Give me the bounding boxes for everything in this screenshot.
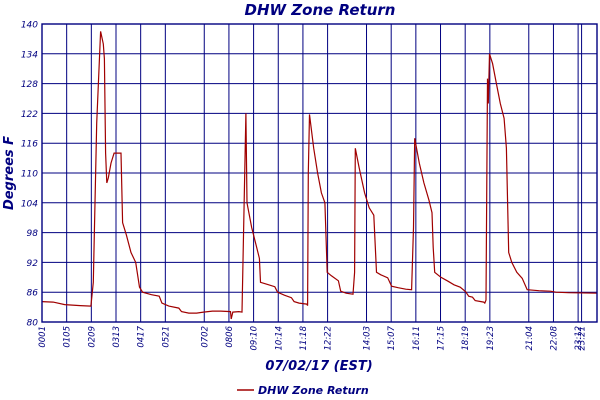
legend: DHW Zone Return	[237, 384, 369, 397]
y-tick-label: 140	[21, 21, 38, 31]
chart-title: DHW Zone Return	[245, 1, 396, 19]
x-tick-label: 12:22	[324, 326, 334, 351]
x-tick-label: 0702	[200, 326, 210, 348]
y-tick-label: 80	[27, 319, 39, 329]
x-tick-label: 16:11	[412, 326, 422, 351]
y-tick-label: 104	[21, 199, 38, 209]
y-tick-label: 86	[27, 289, 39, 299]
x-tick-label: 18:19	[461, 326, 471, 351]
y-tick-label: 98	[27, 229, 39, 239]
y-tick-label: 116	[21, 140, 38, 150]
x-tick-label: 23:12	[574, 326, 584, 351]
x-tick-label: 14:03	[363, 326, 373, 351]
x-tick-label: 09:10	[250, 326, 260, 351]
x-tick-label: 23:21	[578, 326, 588, 351]
x-tick-label: 21:04	[525, 326, 535, 351]
x-axis-label: 07/02/17 (EST)	[265, 359, 372, 374]
x-tick-label: 0521	[161, 326, 171, 348]
gridlines	[41, 23, 597, 323]
y-tick-label: 134	[21, 50, 38, 60]
y-tick-labels: 80 86 92 98 104 110 116 122 128 134 140	[21, 21, 38, 329]
x-tick-label: 10:14	[274, 326, 284, 351]
y-tick-label: 92	[27, 259, 39, 269]
y-tick-label: 122	[21, 110, 38, 120]
x-tick-label: 15:07	[387, 325, 397, 350]
x-tick-label: 0806	[225, 325, 235, 347]
x-tick-label: 17:15	[437, 326, 447, 351]
plot-frame	[41, 23, 598, 323]
x-tick-label: 0105	[63, 326, 73, 348]
y-tick-label: 128	[21, 80, 38, 90]
x-tick-label: 19:23	[486, 326, 496, 351]
x-tick-label: 11:18	[299, 325, 309, 350]
x-tick-label: 0417	[137, 325, 147, 347]
x-tick-label: 0209	[87, 326, 97, 348]
x-tick-label: 0001	[38, 326, 48, 348]
x-tick-labels: 0001 0105 0209 0313 0417 0521 0702 0806 09:10 10:…	[38, 325, 588, 350]
y-axis-label: Degrees F	[2, 136, 17, 210]
legend-label: DHW Zone Return	[258, 384, 369, 397]
series-line-dhw-zone-return	[41, 31, 598, 320]
x-tick-label: 22:08	[549, 325, 559, 350]
y-tick-label: 110	[21, 170, 38, 180]
x-tick-label: 0313	[112, 326, 122, 348]
